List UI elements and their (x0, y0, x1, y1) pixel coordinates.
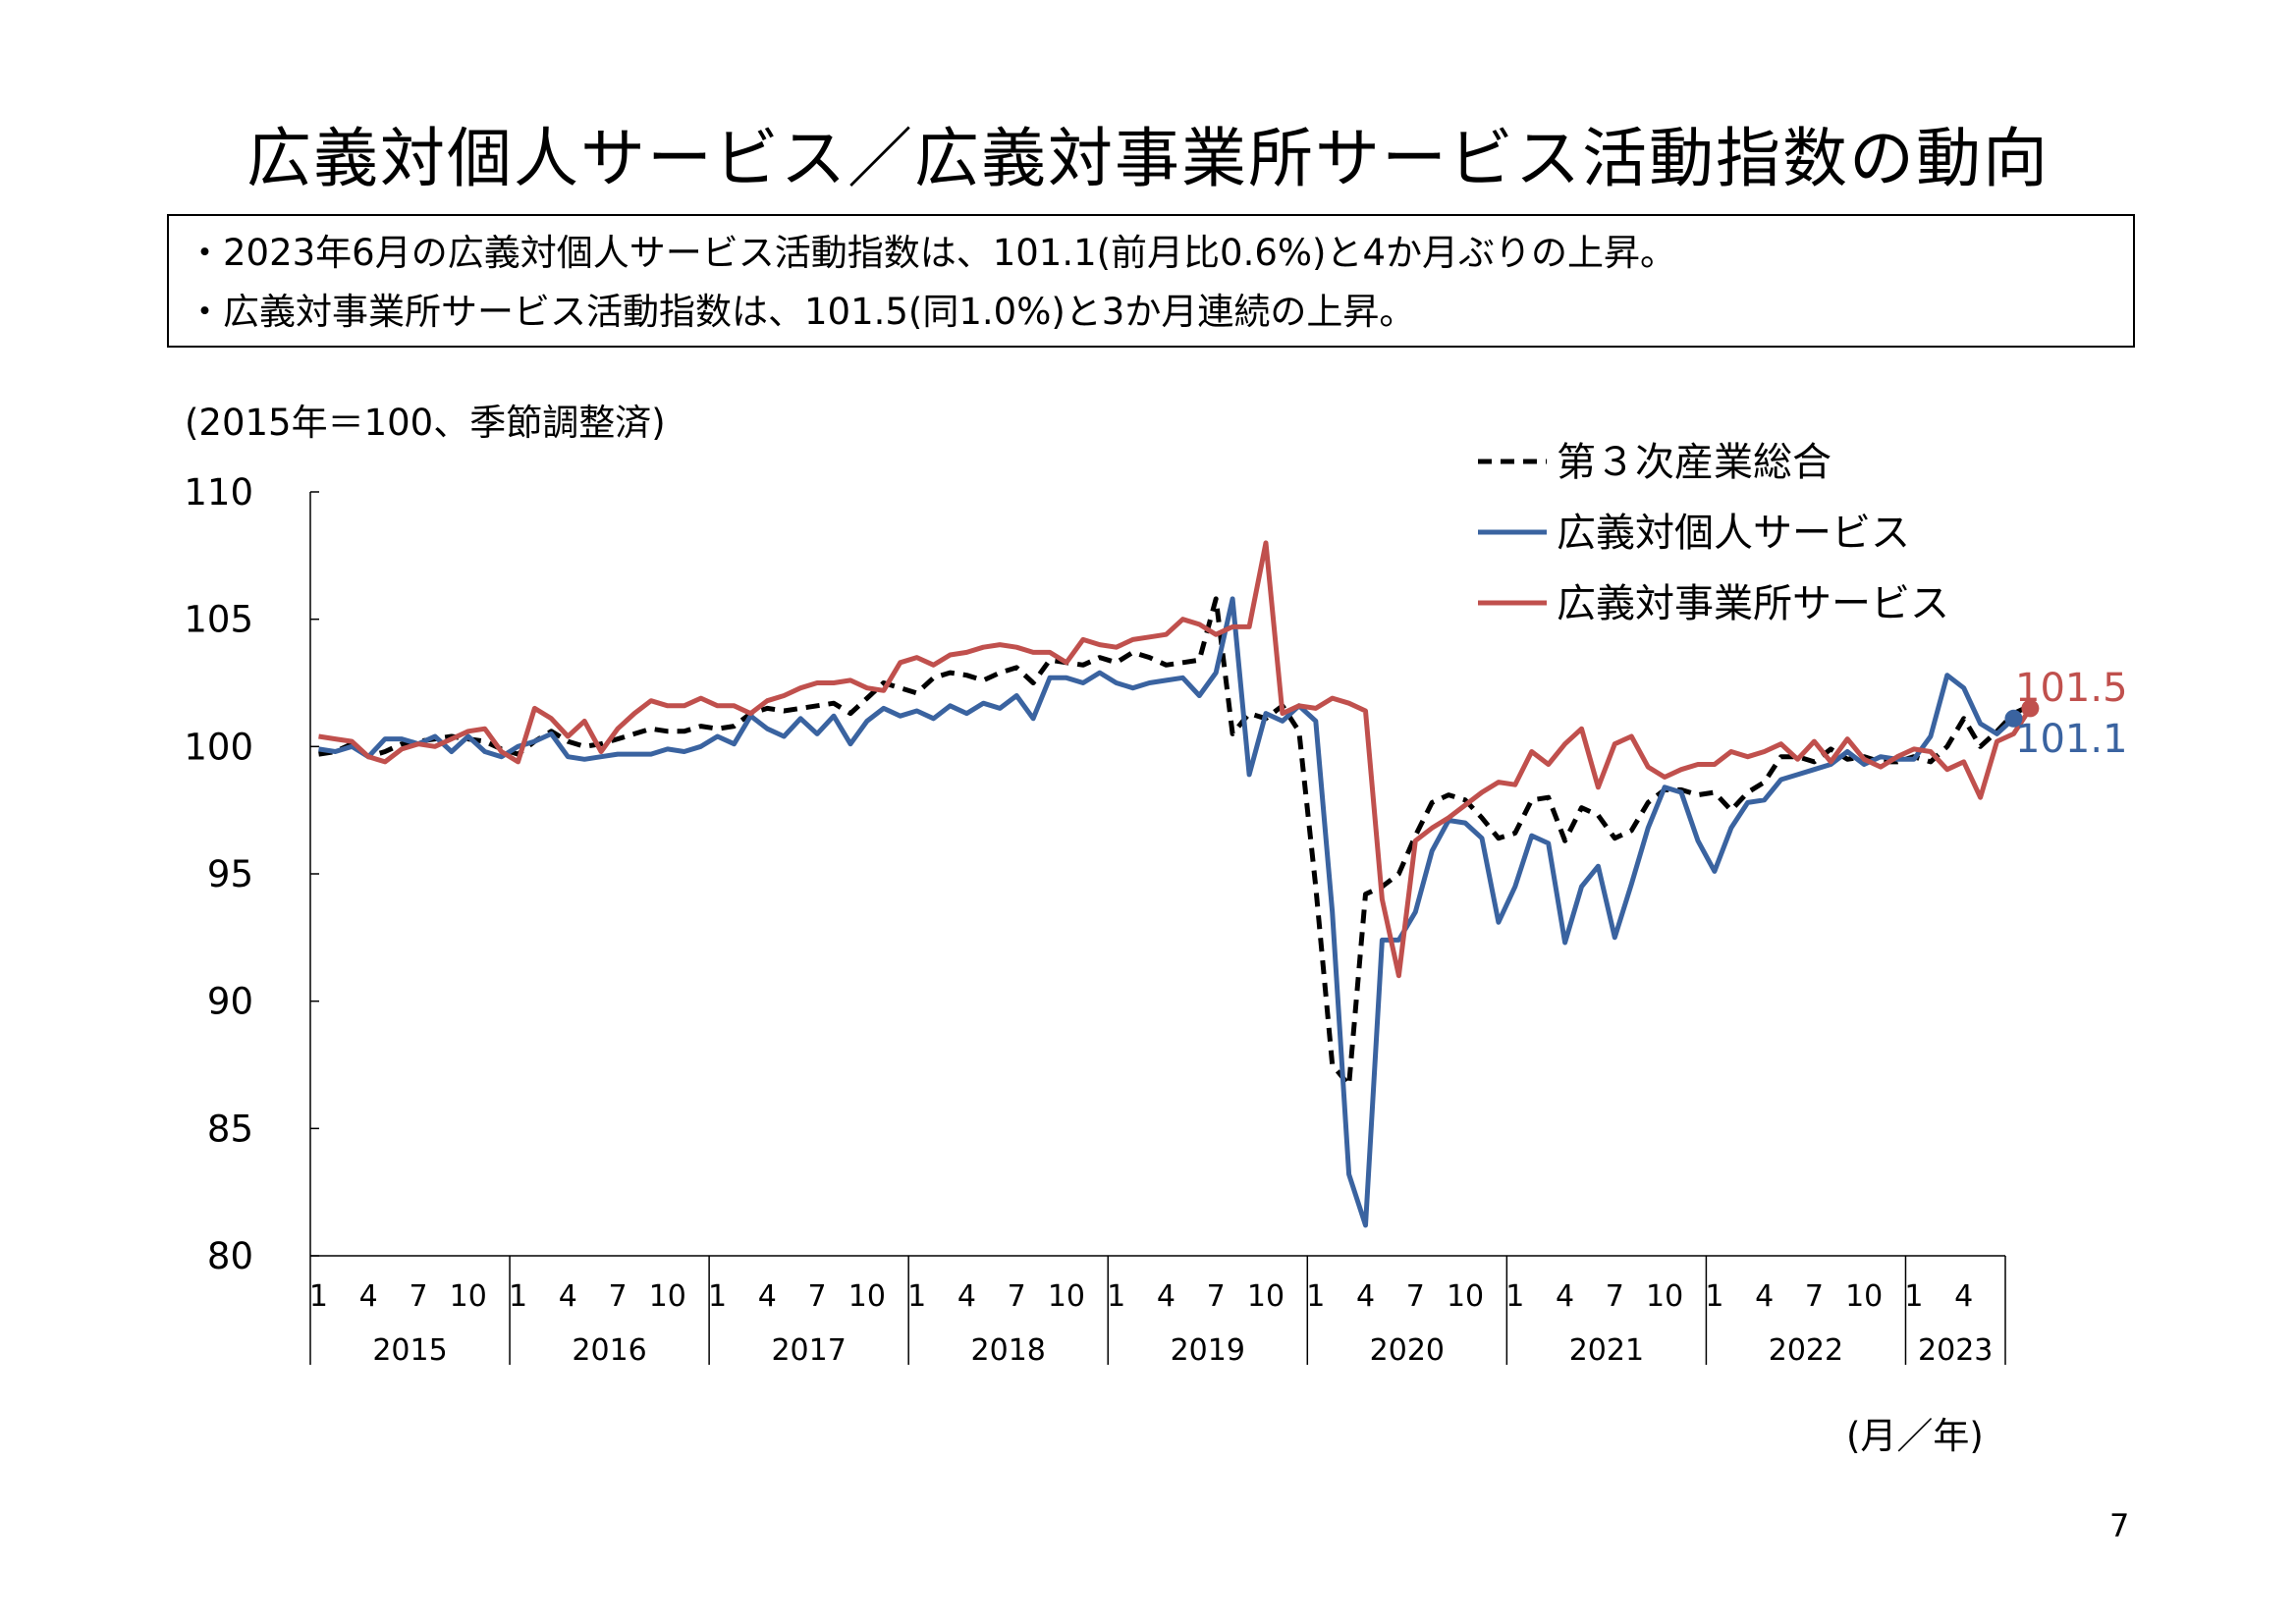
year-label: 2022 (1769, 1333, 1843, 1368)
year-label: 2021 (1569, 1333, 1644, 1368)
summary-line: ・広義対事業所サービス活動指数は、101.5(同1.0%)と3か月連続の上昇。 (187, 291, 1416, 333)
y-tick-label: 95 (207, 853, 253, 895)
y-tick-label: 110 (184, 471, 253, 514)
month-tick-label: 4 (1556, 1279, 1574, 1314)
month-tick-label: 4 (957, 1279, 976, 1314)
month-tick-label: 10 (1447, 1279, 1484, 1314)
page-number: 7 (2109, 1507, 2130, 1544)
year-label: 2015 (372, 1333, 447, 1368)
month-tick-label: 10 (1247, 1279, 1285, 1314)
month-tick-label: 1 (1505, 1279, 1524, 1314)
month-tick-label: 1 (509, 1279, 527, 1314)
month-tick-label: 1 (1904, 1279, 1923, 1314)
month-tick-label: 7 (609, 1279, 628, 1314)
business-service-line (318, 540, 2033, 979)
third-industry-line (318, 596, 2032, 1088)
month-tick-label: 7 (1008, 1279, 1026, 1314)
year-label: 2018 (971, 1333, 1046, 1368)
year-label: 2016 (572, 1333, 646, 1368)
month-tick-label: 7 (808, 1279, 827, 1314)
summary-line: ・2023年6月の広義対個人サービス活動指数は、101.1(前月比0.6%)と4… (187, 232, 1677, 274)
month-tick-label: 1 (907, 1279, 926, 1314)
year-label: 2023 (1918, 1333, 1993, 1368)
month-tick-label: 4 (559, 1279, 577, 1314)
personal-end-label: 101.1 (2015, 717, 2128, 762)
month-tick-label: 1 (1306, 1279, 1325, 1314)
month-tick-label: 7 (1606, 1279, 1624, 1314)
month-tick-label: 1 (1107, 1279, 1125, 1314)
month-tick-label: 10 (1048, 1279, 1085, 1314)
y-tick-label: 85 (207, 1108, 253, 1150)
month-tick-label: 4 (758, 1279, 777, 1314)
month-tick-label: 7 (1406, 1279, 1425, 1314)
personal-end-marker (2004, 709, 2023, 728)
month-tick-label: 10 (848, 1279, 886, 1314)
month-tick-label: 10 (1845, 1279, 1883, 1314)
business-end-marker (2021, 699, 2040, 718)
month-tick-label: 7 (1805, 1279, 1824, 1314)
year-label: 2019 (1171, 1333, 1245, 1368)
personal-service-line (318, 596, 2016, 1228)
month-tick-label: 4 (1954, 1279, 1973, 1314)
summary-box: ・2023年6月の広義対個人サービス活動指数は、101.1(前月比0.6%)と4… (167, 214, 2135, 348)
month-tick-label: 4 (1755, 1279, 1774, 1314)
month-tick-label: 1 (1705, 1279, 1723, 1314)
y-tick-label: 90 (207, 981, 253, 1023)
legend-label: 広義対事業所サービス (1557, 581, 1949, 626)
y-tick-label: 105 (184, 599, 253, 641)
legend-label: 広義対個人サービス (1557, 511, 1910, 556)
month-tick-label: 10 (1646, 1279, 1683, 1314)
month-tick-label: 10 (450, 1279, 487, 1314)
month-tick-label: 1 (708, 1279, 727, 1314)
y-tick-label: 80 (207, 1235, 253, 1277)
page-title: 広義対個人サービス／広義対事業所サービス活動指数の動向 (246, 121, 2050, 196)
y-unit-note: (2015年＝100、季節調整済) (185, 402, 666, 444)
business-end-label: 101.5 (2015, 666, 2128, 711)
year-label: 2017 (771, 1333, 846, 1368)
y-tick-label: 100 (184, 726, 253, 768)
month-tick-label: 4 (1356, 1279, 1375, 1314)
legend-label: 第３次産業総合 (1557, 440, 1831, 485)
month-tick-label: 10 (649, 1279, 686, 1314)
month-tick-label: 7 (409, 1279, 427, 1314)
year-label: 2020 (1370, 1333, 1445, 1368)
month-tick-label: 1 (309, 1279, 328, 1314)
month-tick-label: 4 (1157, 1279, 1175, 1314)
month-tick-label: 7 (1207, 1279, 1226, 1314)
x-unit-note: (月／年) (1846, 1415, 1984, 1457)
month-tick-label: 4 (359, 1279, 378, 1314)
